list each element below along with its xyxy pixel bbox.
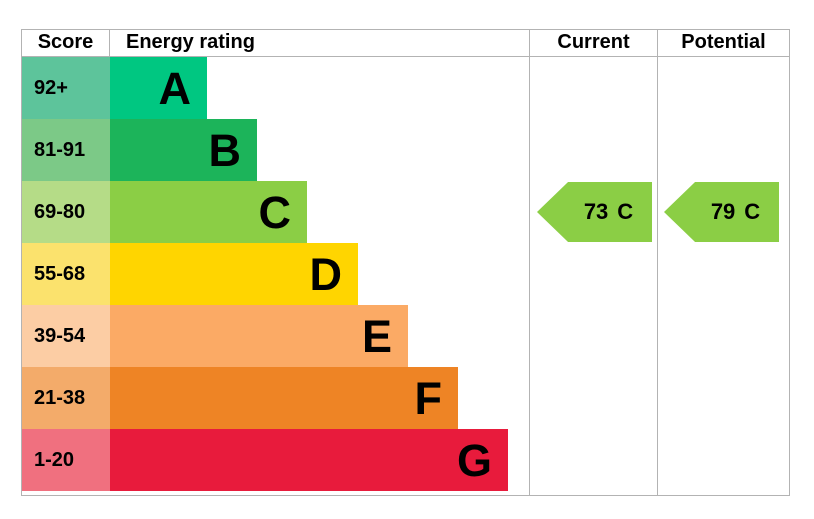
band-row: 81-91 B xyxy=(22,119,530,181)
band-letter: F xyxy=(414,372,443,424)
band-row: 55-68 D xyxy=(22,243,530,305)
score-range-label: 21-38 xyxy=(34,386,86,409)
score-range-label: 55-68 xyxy=(34,262,86,285)
band-row: 92+ A xyxy=(22,57,530,119)
band-letter: D xyxy=(309,248,343,300)
band-row: 1-20 G xyxy=(22,429,530,491)
table-body: 92+ A 81-91 B 69-80 C 55-68 D 39-54 xyxy=(22,57,789,495)
score-cell: 55-68 xyxy=(22,243,110,305)
band-bar: D xyxy=(110,243,358,305)
band-letter: A xyxy=(158,62,192,114)
current-band-letter: C xyxy=(617,199,634,224)
header-score: Score xyxy=(22,30,110,56)
header-current: Current xyxy=(530,30,658,56)
band-rows: 92+ A 81-91 B 69-80 C 55-68 D 39-54 xyxy=(22,57,530,495)
band-bar: E xyxy=(110,305,408,367)
band-bar: C xyxy=(110,181,307,243)
score-cell: 92+ xyxy=(22,57,110,119)
score-cell: 69-80 xyxy=(22,181,110,243)
potential-rating-arrow: 79 C xyxy=(664,182,779,242)
score-range-label: 81-91 xyxy=(34,138,86,161)
current-column: 73 C xyxy=(529,57,657,495)
band-bar: F xyxy=(110,367,458,429)
score-range-label: 92+ xyxy=(34,76,68,99)
current-score-value: 73 xyxy=(583,199,609,224)
potential-score-value: 79 xyxy=(710,199,736,224)
score-cell: 81-91 xyxy=(22,119,110,181)
band-bar: G xyxy=(110,429,508,491)
score-cell: 1-20 xyxy=(22,429,110,491)
epc-table: Score Energy rating Current Potential 92… xyxy=(21,29,790,496)
header-energy-rating: Energy rating xyxy=(110,30,530,56)
band-letter: G xyxy=(456,434,492,486)
band-letter: B xyxy=(208,124,242,176)
band-row: 69-80 C xyxy=(22,181,530,243)
score-cell: 21-38 xyxy=(22,367,110,429)
band-bar: A xyxy=(110,57,207,119)
header-potential: Potential xyxy=(681,31,766,53)
current-rating-arrow: 73 C xyxy=(537,182,652,242)
band-row: 39-54 E xyxy=(22,305,530,367)
score-cell: 39-54 xyxy=(22,305,110,367)
table-header-row: Score Energy rating Current Potential xyxy=(22,30,789,57)
band-row: 21-38 F xyxy=(22,367,530,429)
potential-column: 79 C xyxy=(657,57,788,495)
potential-band-letter: C xyxy=(744,199,761,224)
band-letter: C xyxy=(258,186,292,238)
score-range-label: 69-80 xyxy=(34,200,86,223)
band-bar: B xyxy=(110,119,257,181)
score-range-label: 39-54 xyxy=(34,324,86,347)
band-letter: E xyxy=(361,310,392,362)
score-range-label: 1-20 xyxy=(34,448,75,471)
